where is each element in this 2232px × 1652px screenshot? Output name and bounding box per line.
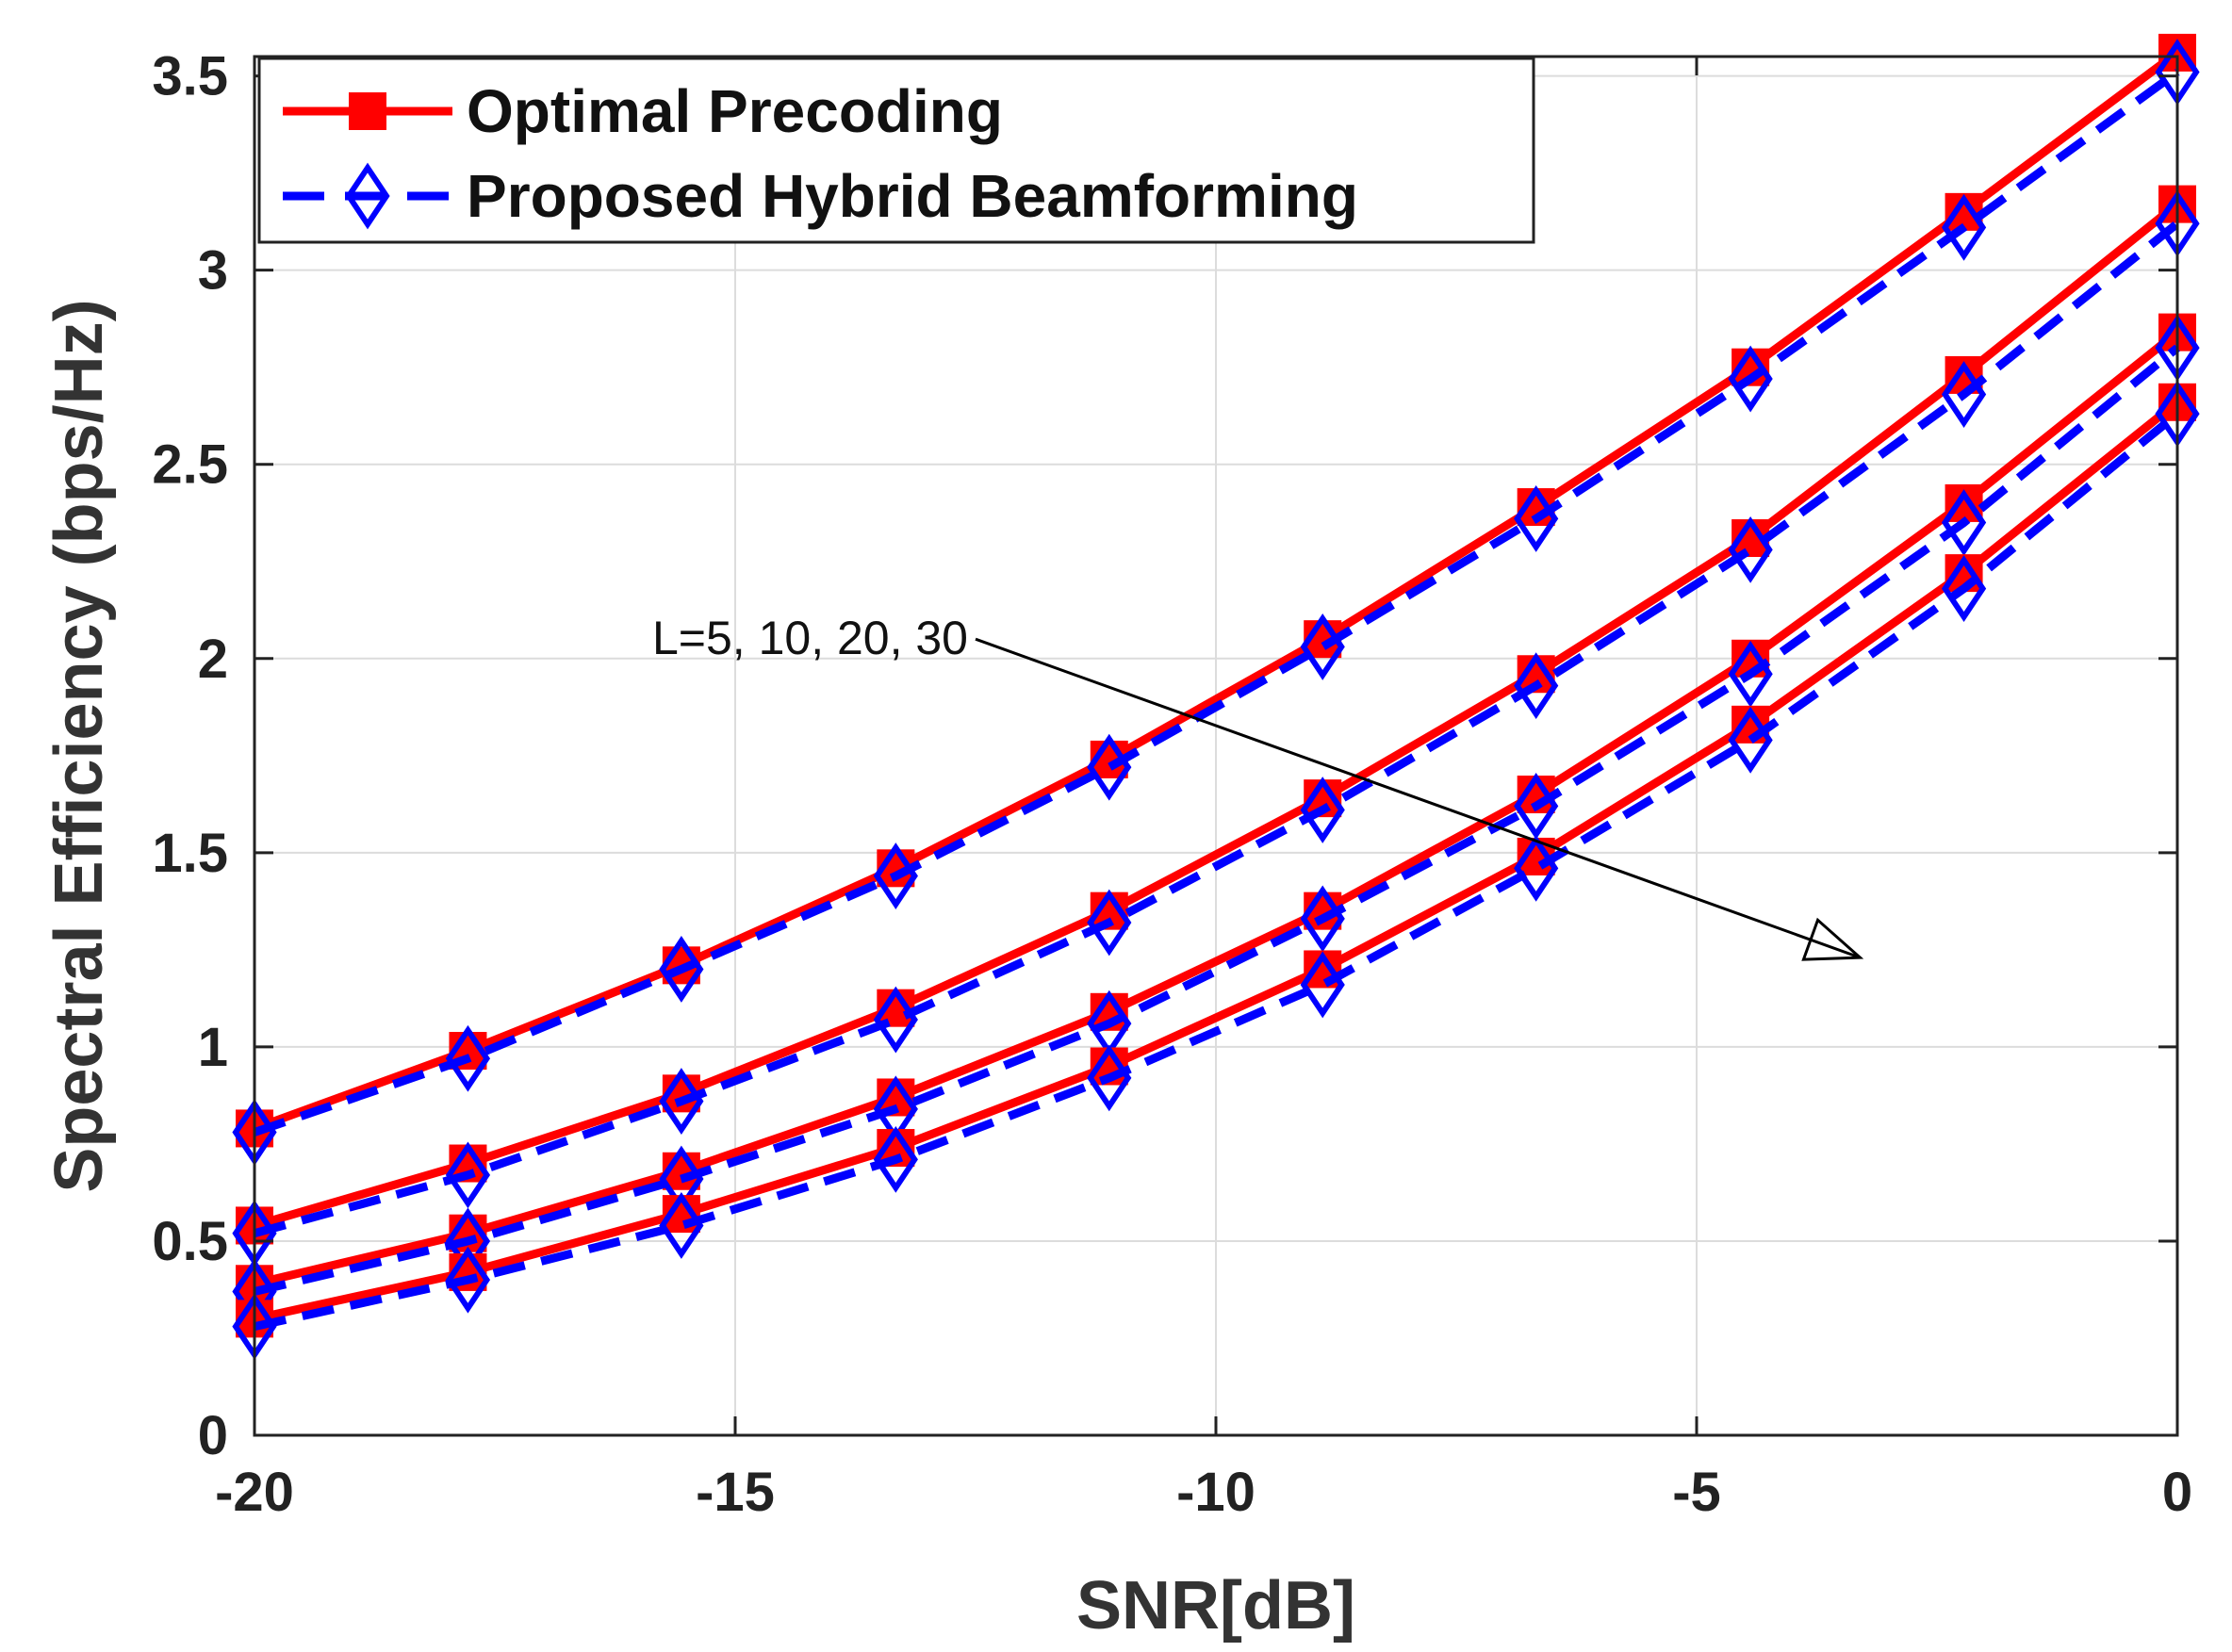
x-tick-label-4: 0 xyxy=(2162,1462,2192,1523)
series-3-line xyxy=(253,220,2180,1238)
series-1-point-1 xyxy=(445,1024,491,1092)
series-3-point-3 xyxy=(873,986,918,1054)
series-7-point-5 xyxy=(1300,951,1345,1019)
y-axis-label: Spectral Efficiency (bps/Hz) xyxy=(41,299,117,1192)
y-tick-label-0: 0 xyxy=(198,1405,228,1466)
series-4-line xyxy=(253,329,2180,1288)
series-3-point-2 xyxy=(659,1068,704,1135)
legend: Optimal Precoding Proposed Hybrid Beamfor… xyxy=(257,57,1535,244)
legend-marker-0 xyxy=(349,92,386,130)
y-tick-label-6: 3 xyxy=(198,240,228,302)
x-tick-label-0: -20 xyxy=(215,1462,294,1523)
series-7-point-4 xyxy=(1087,1044,1132,1112)
annotation-arrow-line xyxy=(975,637,1861,959)
series-1-point-2 xyxy=(659,936,704,1003)
series-1-point-5 xyxy=(1300,613,1345,680)
series-1-point-8 xyxy=(1941,193,1987,261)
series-7-point-2 xyxy=(659,1192,704,1259)
series-1-point-3 xyxy=(873,842,918,909)
y-tick-label-4: 2 xyxy=(198,629,228,690)
annotation-text: L=5, 10, 20, 30 xyxy=(652,612,968,664)
legend-box xyxy=(257,57,1535,244)
y-tick-label-3: 1.5 xyxy=(152,823,228,884)
series-5-point-5 xyxy=(1300,885,1345,953)
series-7-point-7 xyxy=(1728,706,1773,774)
y-tick-label-2: 1 xyxy=(198,1017,228,1078)
series-3-point-8 xyxy=(1941,361,1987,428)
x-tick-label-2: -10 xyxy=(1176,1462,1256,1523)
y-tick-label-7: 3.5 xyxy=(152,46,228,107)
series-7-point-3 xyxy=(873,1125,918,1193)
series-5-point-6 xyxy=(1514,772,1559,840)
series-3-point-5 xyxy=(1300,777,1345,843)
series-7-line xyxy=(254,410,2180,1332)
y-tick-label-1: 0.5 xyxy=(152,1211,228,1272)
annotation: L=5, 10, 20, 30 xyxy=(652,612,1864,961)
series-1-line xyxy=(253,68,2180,1137)
series-0-line xyxy=(253,49,2180,1133)
legend-label-1: Proposed Hybrid Beamforming xyxy=(467,162,1358,230)
series-3-point-1 xyxy=(445,1141,491,1209)
series-5-point-7 xyxy=(1728,640,1773,708)
series-3-point-6 xyxy=(1514,652,1559,720)
series-7-point-6 xyxy=(1514,834,1559,902)
y-tick-label-5: 2.5 xyxy=(152,434,228,496)
x-tick-label-3: -5 xyxy=(1672,1462,1721,1523)
series-7-point-8 xyxy=(1941,555,1987,623)
x-tick-label-1: -15 xyxy=(696,1462,775,1523)
series-1-point-7 xyxy=(1728,345,1773,413)
axis-ticks: -20 -15 -10 -5 0 0 0.5 1 1.5 2 2.5 3 3.5 xyxy=(152,46,2192,1523)
series-7-point-1 xyxy=(445,1246,491,1314)
x-axis-label: SNR[dB] xyxy=(1076,1568,1355,1644)
series-3-point-7 xyxy=(1728,515,1773,583)
legend-marker-1 xyxy=(345,162,390,230)
series-1-point-6 xyxy=(1514,485,1559,552)
series-3-point-4 xyxy=(1087,889,1132,957)
series-1-point-4 xyxy=(1087,733,1132,801)
legend-label-0: Optimal Precoding xyxy=(467,77,1003,145)
series-5-point-8 xyxy=(1941,489,1987,556)
series-2-line xyxy=(253,201,2180,1230)
series-6-line xyxy=(254,399,2180,1323)
annotation-arrow-head xyxy=(1801,917,1864,961)
